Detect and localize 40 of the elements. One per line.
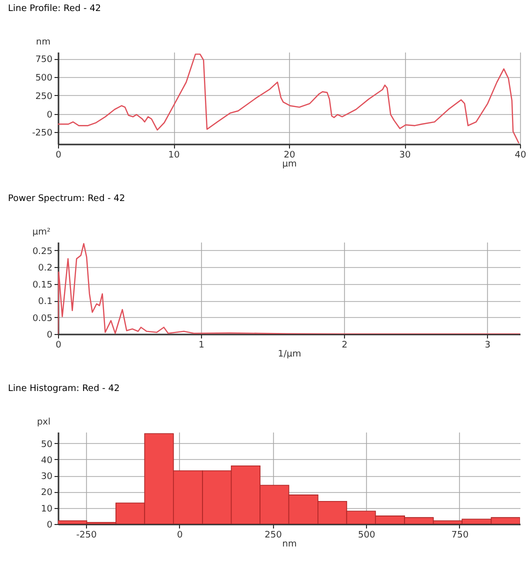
- x-tick-label: -250: [76, 530, 97, 540]
- y-axis-title: nm: [36, 38, 50, 48]
- x-tick-label: 1: [198, 340, 204, 350]
- y-tick-label: 30: [41, 472, 53, 482]
- y-tick-label: 0.15: [32, 280, 52, 290]
- y-tick-label: 0: [46, 110, 53, 120]
- y-tick-label: 0.05: [32, 314, 52, 324]
- y-tick-label: 0: [46, 520, 53, 530]
- chart-title: Line Histogram: Red - 42: [8, 384, 120, 394]
- y-tick-label: 750: [35, 55, 53, 66]
- y-tick-label: -250: [32, 128, 53, 139]
- y-tick-label: 500: [35, 74, 53, 84]
- y-tick-label: 20: [41, 488, 53, 498]
- x-tick-label: 750: [451, 530, 469, 540]
- x-tick-label: 2: [342, 340, 348, 350]
- chart-title: Line Profile: Red - 42: [8, 4, 102, 14]
- y-tick-label: 50: [41, 440, 53, 450]
- y-tick-label: 0: [46, 330, 53, 340]
- y-axis-title: pxl: [36, 418, 50, 428]
- x-tick-label: 40: [514, 150, 526, 160]
- x-tick-label: 30: [399, 150, 411, 160]
- x-axis-title: 1/µm: [278, 350, 302, 360]
- y-tick-label: 0.25: [32, 246, 52, 257]
- x-axis-title: µm: [282, 160, 297, 170]
- x-tick-label: 3: [484, 340, 490, 350]
- x-tick-label: 0: [56, 150, 62, 160]
- x-tick-label: 20: [284, 150, 296, 160]
- x-tick-label: 10: [168, 150, 180, 160]
- y-tick-label: 0.1: [38, 297, 52, 308]
- y-tick-label: 0.2: [38, 264, 52, 274]
- y-tick-label: 40: [41, 456, 53, 466]
- x-tick-label: 0: [56, 340, 62, 350]
- y-tick-label: 250: [35, 92, 53, 102]
- x-axis-title: nm: [282, 540, 297, 550]
- x-tick-label: 0: [177, 530, 184, 540]
- chart-title: Power Spectrum: Red - 42: [8, 194, 126, 204]
- y-axis-title: µm²: [32, 228, 51, 238]
- x-tick-label: 500: [358, 530, 376, 540]
- x-tick-label: 250: [264, 530, 282, 540]
- y-tick-label: 10: [41, 504, 53, 514]
